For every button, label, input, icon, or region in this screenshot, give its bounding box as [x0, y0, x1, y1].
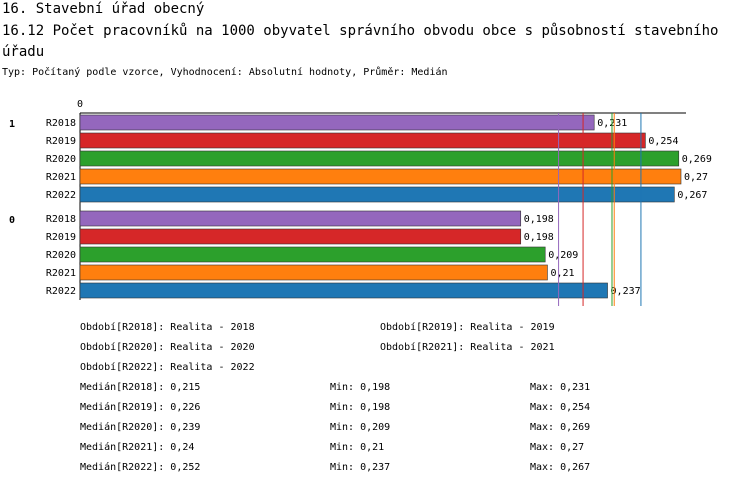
legend-period-r2019: Období[R2019]: Realita - 2019 — [380, 322, 555, 333]
median-r2020: Medián[R2020]: 0,239 — [80, 422, 201, 433]
group-label: 0 — [9, 215, 15, 226]
bar-chart: 01R20180,231R20190,254R20200,269R20210,2… — [9, 99, 712, 306]
bar — [79, 132, 646, 149]
category-label: R2021 — [46, 268, 76, 279]
median-r2022: Medián[R2022]: 0,252 — [80, 462, 201, 473]
data-label: 0,267 — [677, 190, 707, 201]
bar — [79, 168, 682, 185]
group-label: 1 — [9, 119, 15, 130]
axis-zero-label: 0 — [77, 99, 83, 110]
min-r2018: Min: 0,198 — [330, 382, 391, 393]
category-label: R2018 — [46, 118, 76, 129]
bar — [79, 246, 546, 263]
category-label: R2019 — [46, 232, 76, 243]
chart-title: 16.12 Počet pracovníků na 1000 obyvatel … — [2, 23, 719, 60]
max-r2019: Max: 0,254 — [530, 402, 591, 413]
min-r2022: Min: 0,237 — [330, 462, 391, 473]
bar — [79, 264, 548, 281]
bar — [79, 282, 608, 299]
bar — [79, 150, 680, 167]
bar — [79, 228, 522, 245]
category-label: R2020 — [46, 250, 76, 261]
data-label: 0,269 — [682, 154, 712, 165]
data-label: 0,209 — [548, 250, 578, 261]
median-r2018: Medián[R2018]: 0,215 — [80, 382, 201, 393]
data-label: 0,21 — [550, 268, 574, 279]
category-label: R2022 — [46, 286, 76, 297]
category-label: R2022 — [46, 190, 76, 201]
min-r2020: Min: 0,209 — [330, 422, 391, 433]
data-label: 0,198 — [524, 232, 554, 243]
min-r2019: Min: 0,198 — [330, 402, 391, 413]
bar — [79, 186, 675, 203]
category-label: R2020 — [46, 154, 76, 165]
bar — [79, 114, 595, 131]
legend-period-r2020: Období[R2020]: Realita - 2020 — [80, 342, 255, 353]
median-r2021: Medián[R2021]: 0,24 — [80, 442, 195, 453]
max-r2021: Max: 0,27 — [530, 442, 585, 453]
data-label: 0,254 — [648, 136, 678, 147]
category-label: R2019 — [46, 136, 76, 147]
chart-subtitle: Typ: Počítaný podle vzorce, Vyhodnocení:… — [2, 67, 448, 78]
data-label: 0,198 — [524, 214, 554, 225]
data-label: 0,237 — [611, 286, 641, 297]
median-r2019: Medián[R2019]: 0,226 — [80, 402, 201, 413]
legend-period-r2022: Období[R2022]: Realita - 2022 — [80, 362, 255, 373]
max-r2022: Max: 0,267 — [530, 462, 591, 473]
category-label: R2021 — [46, 172, 76, 183]
max-r2020: Max: 0,269 — [530, 422, 591, 433]
legend-period-r2021: Období[R2021]: Realita - 2021 — [380, 342, 555, 353]
max-r2018: Max: 0,231 — [530, 382, 591, 393]
bar — [79, 210, 522, 227]
legend-period-r2018: Období[R2018]: Realita - 2018 — [80, 322, 255, 333]
section-title: 16. Stavební úřad obecný — [2, 1, 205, 17]
data-label: 0,27 — [684, 172, 708, 183]
category-label: R2018 — [46, 214, 76, 225]
min-r2021: Min: 0,21 — [330, 442, 385, 453]
